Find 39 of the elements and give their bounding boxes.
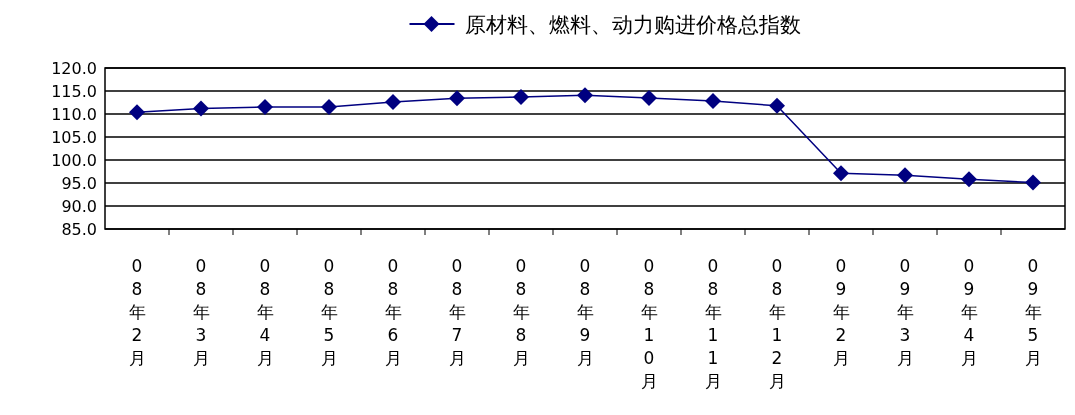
point [513,88,529,105]
x-tick-label: 09年3月 [896,256,914,368]
x-tick-label: 08年6月 [384,256,402,368]
y-tick-label: 120.0 [51,59,97,78]
y-tick-label: 100.0 [51,151,97,170]
x-tick-label: 08年4月 [256,256,274,368]
x-tick-label: 08年8月 [512,256,530,368]
point [1025,174,1041,191]
x-tick-label: 08年5月 [320,256,338,368]
point [385,94,401,111]
point [769,97,785,114]
x-tick-label: 09年5月 [1024,256,1042,368]
point [641,89,657,106]
y-tick-label: 90.0 [61,197,97,216]
x-tick-label: 08年2月 [128,256,146,368]
point [897,167,913,184]
y-tick-label: 105.0 [51,128,97,147]
x-tick-label: 09年4月 [960,256,978,368]
legend-label: 原材料、燃料、动力购进价格总指数 [464,13,801,37]
point [833,165,849,182]
x-tick-label: 08年3月 [192,256,210,368]
point [961,171,977,188]
x-tick-label: 08年7月 [448,256,466,368]
y-tick-label: 85.0 [61,220,97,239]
x-tick-label: 09年2月 [832,256,850,368]
point [577,87,593,104]
y-tick-label: 110.0 [51,105,97,124]
y-tick-label: 95.0 [61,174,97,193]
x-tick-label: 08年12月 [768,256,786,391]
point [705,93,721,110]
y-tick-label: 115.0 [51,82,97,101]
point [449,90,465,107]
x-tick-label: 08年10月 [640,256,658,391]
point [321,99,337,116]
point [129,104,145,121]
x-tick-label: 08年9月 [576,256,594,368]
point [257,99,273,116]
x-tick-label: 08年11月 [704,256,722,391]
point [193,100,209,117]
